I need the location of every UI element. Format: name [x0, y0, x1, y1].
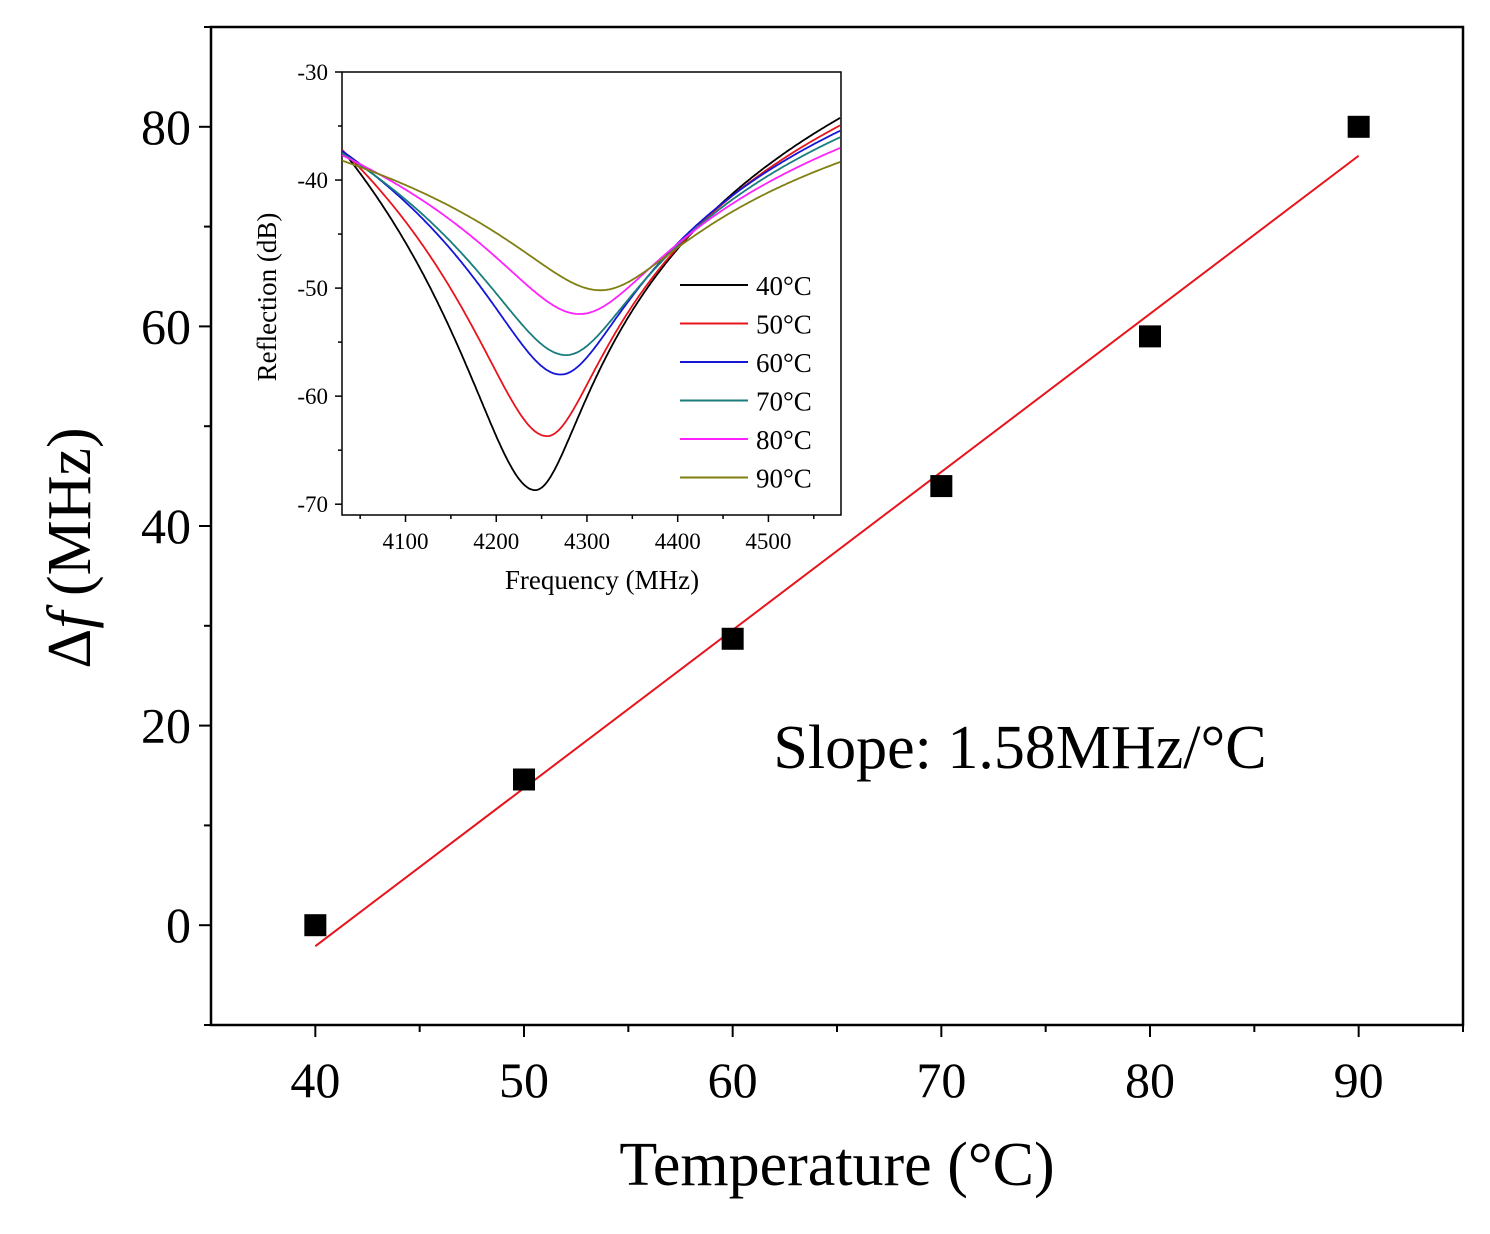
inset-x-tick-label: 4400 — [655, 529, 701, 554]
inset-y-tick-label: -60 — [297, 384, 328, 409]
inset-y-tick-label: -40 — [297, 168, 328, 193]
main-points — [304, 115, 1370, 937]
reflection-curve — [342, 159, 841, 292]
data-point — [1347, 115, 1370, 138]
inset-y-tick-label: -30 — [297, 60, 328, 85]
main-y-axis-title-delta: Δ — [36, 629, 104, 669]
main-x-tick-label: 50 — [499, 1052, 549, 1108]
main-ticks: 40 50 60 70 80 90 0 20 40 60 80 — [141, 26, 1464, 1108]
inset-x-tick-label: 4200 — [473, 529, 519, 554]
main-y-tick-label: 80 — [141, 99, 191, 155]
data-point — [513, 768, 535, 791]
inset-x-tick-label: 4500 — [745, 529, 791, 554]
main-x-tick-label: 60 — [708, 1052, 758, 1108]
main-y-axis-title: Δf (MHz) — [36, 427, 104, 668]
main-y-tick-label: 20 — [141, 698, 191, 754]
legend-label: 40°C — [756, 271, 812, 301]
reflection-curve — [342, 136, 841, 356]
inset-y-tick-label: -50 — [297, 276, 328, 301]
inset-x-tick-label: 4300 — [564, 529, 610, 554]
legend-label: 70°C — [756, 387, 812, 417]
main-fit-group — [314, 154, 1360, 947]
main-plot: 40 50 60 70 80 90 0 20 40 60 80 Temperature (°C) Δ… — [36, 25, 1465, 1199]
inset-plot: 4100 4200 4300 4400 4500 -30 -40 -50 -60 -70 40°C… — [252, 60, 842, 595]
main-x-tick-label: 40 — [290, 1052, 340, 1108]
inset-y-axis-title: Reflection (dB) — [252, 213, 282, 382]
data-point — [721, 627, 744, 650]
main-x-tick-label: 80 — [1125, 1052, 1175, 1108]
inset-legend: 40°C 50°C 60°C 70°C 80°C 90°C — [680, 271, 812, 494]
main-y-tick-label: 0 — [166, 897, 191, 953]
inset-curves — [342, 117, 841, 491]
main-x-tick-label: 70 — [916, 1052, 966, 1108]
reflection-curve — [342, 117, 841, 491]
reflection-curve — [342, 129, 841, 376]
inset-y-tick-label: -70 — [297, 492, 328, 517]
reflection-curve — [342, 124, 841, 437]
reflection-curve — [342, 147, 841, 315]
main-x-axis-title: Temperature (°C) — [619, 1131, 1054, 1199]
main-y-axis-title-unit: (MHz) — [36, 427, 104, 611]
data-point — [1139, 325, 1161, 348]
legend-label: 50°C — [756, 310, 812, 340]
legend-label: 60°C — [756, 348, 812, 378]
data-point — [930, 475, 953, 498]
linear-fit-line — [314, 154, 1360, 947]
data-point — [304, 914, 327, 937]
main-y-tick-label: 60 — [141, 298, 191, 354]
main-y-tick-label: 40 — [141, 498, 191, 554]
main-x-tick-label: 90 — [1334, 1052, 1384, 1108]
inset-plot-frame — [341, 71, 842, 516]
slope-annotation: Slope: 1.58MHz/°C — [773, 714, 1266, 782]
inset-ticks: 4100 4200 4300 4400 4500 -30 -40 -50 -60 -70 — [297, 60, 815, 554]
legend-label: 90°C — [756, 464, 812, 494]
inset-x-axis-title: Frequency (MHz) — [505, 565, 699, 595]
inset-x-tick-label: 4100 — [383, 529, 429, 554]
legend-label: 80°C — [756, 425, 812, 455]
